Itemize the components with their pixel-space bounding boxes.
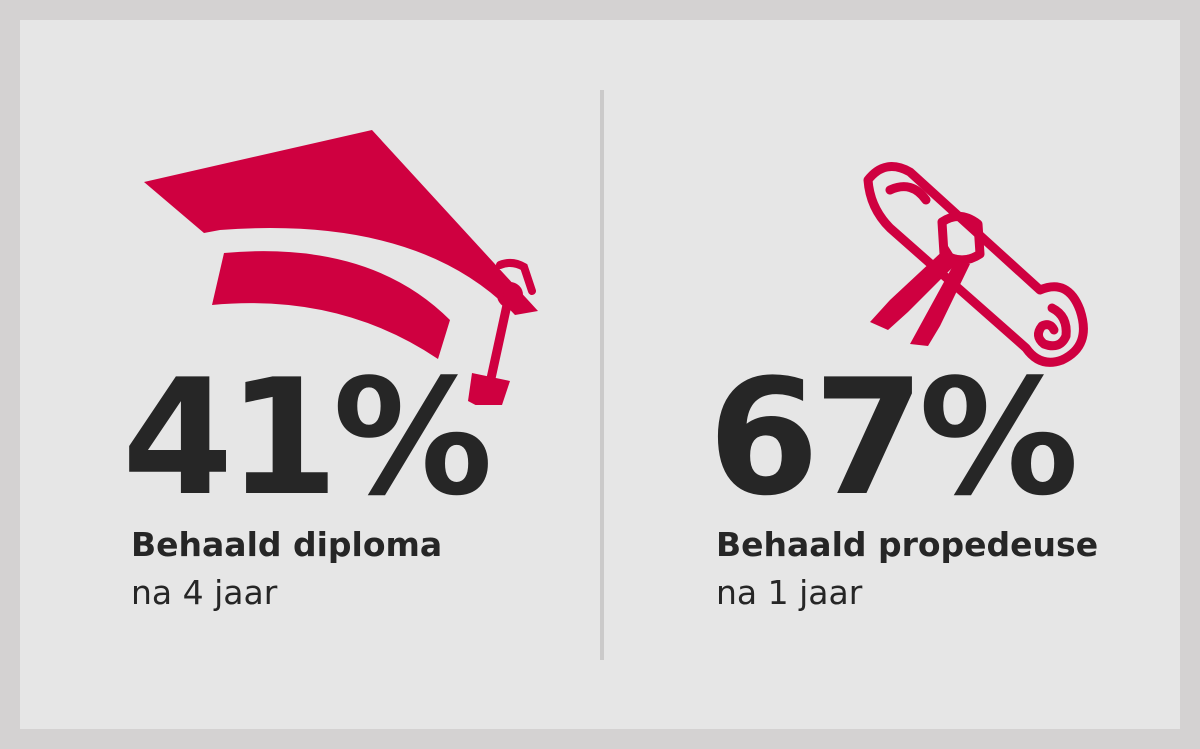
diploma-percentage: 41%: [122, 344, 493, 531]
propedeuse-label: Behaald propedeuse: [716, 525, 1099, 564]
diploma-scroll-icon: [863, 162, 1088, 367]
stat-propedeuse: 67% Behaald propedeuse na 1 jaar: [600, 20, 1160, 729]
propedeuse-sublabel: na 1 jaar: [716, 573, 863, 612]
stat-diploma: 41% Behaald diploma na 4 jaar: [20, 20, 580, 729]
infographic-panel: 41% Behaald diploma na 4 jaar 67% Behaal…: [20, 20, 1180, 729]
graduation-cap-icon: [144, 130, 538, 405]
propedeuse-percentage: 67%: [708, 344, 1079, 531]
diploma-label: Behaald diploma: [131, 525, 443, 564]
divider: [600, 90, 604, 660]
diploma-sublabel: na 4 jaar: [131, 573, 278, 612]
